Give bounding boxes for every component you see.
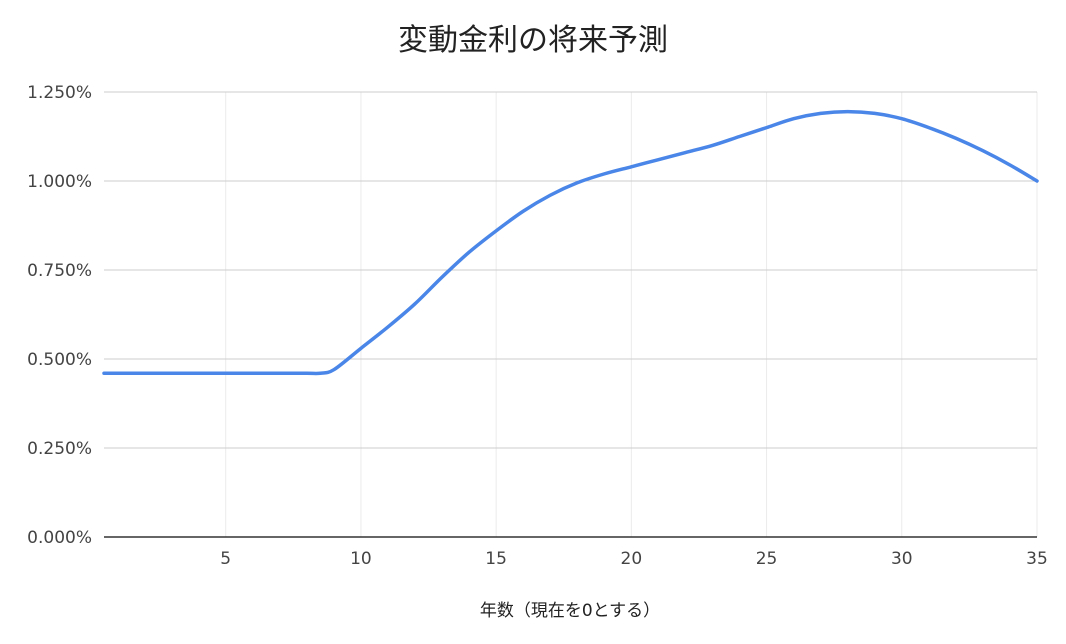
series-line — [102, 109, 1039, 376]
series-layer — [102, 109, 1039, 376]
x-tick-label: 10 — [350, 549, 372, 569]
gridlines — [104, 91, 1038, 537]
axes: 0.000% 0.250% 0.500% 0.750% 1.000% 1.250% 5 10 1… — [27, 83, 1048, 569]
y-tick-label: 1.000% — [27, 172, 92, 192]
x-tick-label: 30 — [891, 549, 913, 569]
x-tick-label: 5 — [220, 549, 231, 569]
x-tick-label: 15 — [485, 549, 507, 569]
y-tick-label: 0.500% — [27, 350, 92, 370]
x-tick-label: 35 — [1026, 549, 1048, 569]
y-tick-label: 0.750% — [27, 261, 92, 281]
y-tick-label: 1.250% — [27, 83, 92, 103]
chart-title: 変動金利の将来予測 — [398, 23, 668, 58]
x-tick-label: 25 — [756, 549, 778, 569]
x-axis-title: 年数（現在を0とする） — [480, 601, 660, 621]
y-tick-label: 0.250% — [27, 439, 92, 459]
y-tick-label: 0.000% — [27, 528, 92, 548]
x-tick-label: 20 — [621, 549, 643, 569]
